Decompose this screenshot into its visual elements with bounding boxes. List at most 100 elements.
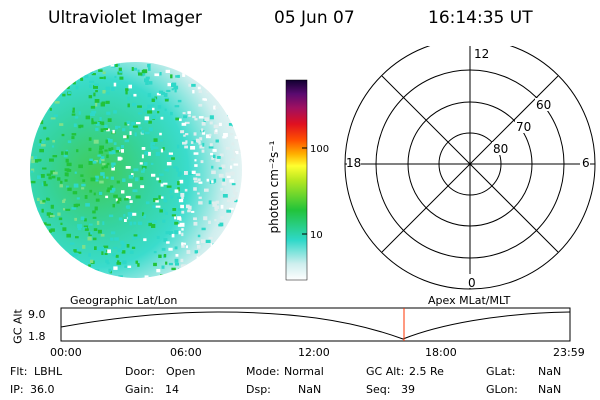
uv-speckle <box>97 154 102 157</box>
uv-speckle <box>60 78 64 82</box>
uv-speckle <box>76 247 80 252</box>
uv-speckle <box>35 86 40 90</box>
uv-speckle <box>89 62 93 65</box>
uv-speckle <box>137 69 140 74</box>
uv-speckle <box>162 147 165 151</box>
uv-speckle <box>51 175 56 179</box>
uv-speckle <box>103 175 105 179</box>
uv-speckle <box>93 92 96 97</box>
uv-speckle <box>203 62 207 65</box>
uv-speckle <box>148 81 153 85</box>
uv-speckle <box>129 212 134 215</box>
uv-speckle <box>78 111 81 115</box>
uv-speckle <box>209 115 214 120</box>
uv-speckle <box>235 243 241 247</box>
uv-speckle <box>241 251 242 255</box>
uv-speckle <box>148 127 153 132</box>
uv-speckle <box>77 68 81 71</box>
uv-speckle <box>103 245 109 249</box>
uv-speckle <box>89 80 95 83</box>
uv-speckle <box>46 262 51 265</box>
uv-speckle <box>30 265 33 268</box>
uv-speckle <box>107 138 110 142</box>
uv-speckle <box>196 240 200 244</box>
uv-speckle <box>115 254 119 258</box>
info-glat-value: NaN <box>538 365 562 378</box>
uv-speckle <box>113 110 117 114</box>
uv-speckle <box>155 200 159 203</box>
uv-speckle <box>236 127 241 130</box>
lat-label-80: 80 <box>493 142 508 156</box>
uv-speckle <box>144 119 149 123</box>
uv-speckle <box>218 167 222 170</box>
uv-speckle <box>148 222 152 227</box>
uv-speckle <box>225 247 229 250</box>
uv-speckle <box>237 76 240 81</box>
uv-speckle <box>158 90 164 94</box>
uv-speckle <box>177 174 181 177</box>
uv-speckle <box>213 178 217 183</box>
uv-speckle <box>199 272 203 276</box>
uv-speckle <box>138 72 143 76</box>
uv-speckle <box>228 93 232 97</box>
uv-speckle <box>92 237 97 241</box>
uv-speckle <box>147 104 152 109</box>
uv-speckle <box>114 75 117 79</box>
uv-speckle <box>60 222 63 225</box>
uv-speckle <box>99 148 103 151</box>
uv-speckle <box>43 90 47 94</box>
uv-speckle <box>199 260 204 264</box>
uv-speckle <box>153 262 157 267</box>
uv-speckle <box>240 190 242 193</box>
uv-speckle <box>127 103 130 108</box>
uv-speckle <box>178 268 182 273</box>
altitude-timeline-plot <box>60 307 571 342</box>
uv-speckle <box>231 197 236 201</box>
uv-speckle <box>204 117 210 122</box>
uv-speckle <box>70 266 74 270</box>
uv-speckle <box>179 68 183 72</box>
uv-speckle <box>89 158 93 162</box>
uv-speckle <box>134 177 139 182</box>
uv-speckle <box>222 178 225 183</box>
uv-speckle <box>237 208 242 212</box>
uv-speckle <box>151 98 155 102</box>
uv-speckle <box>49 158 54 162</box>
info-seq-value: 39 <box>401 383 415 396</box>
uv-speckle <box>161 247 166 251</box>
uv-speckle <box>218 122 222 126</box>
uv-speckle <box>101 101 106 105</box>
uv-speckle <box>32 225 38 230</box>
uv-speckle <box>57 212 61 216</box>
uv-speckle <box>193 177 198 181</box>
uv-speckle <box>165 261 168 265</box>
uv-speckle <box>38 101 43 106</box>
uv-speckle <box>90 177 96 182</box>
uv-speckle <box>51 260 55 264</box>
uv-speckle <box>49 107 52 111</box>
uv-speckle <box>40 73 44 76</box>
uv-speckle <box>100 246 104 251</box>
uv-speckle <box>235 194 238 198</box>
uv-speckle <box>148 67 151 71</box>
uv-speckle <box>177 187 180 192</box>
uv-speckle <box>171 267 176 271</box>
uv-speckle <box>36 73 41 76</box>
uv-speckle <box>59 82 65 86</box>
uv-speckle <box>113 62 118 64</box>
uv-speckle <box>90 259 94 263</box>
uv-speckle <box>169 189 173 194</box>
uv-speckle <box>186 204 190 209</box>
uv-speckle <box>129 200 133 203</box>
uv-speckle <box>148 120 152 124</box>
uv-speckle <box>215 129 218 133</box>
uv-speckle <box>89 84 92 88</box>
uv-speckle <box>100 158 105 162</box>
uv-speckle <box>151 115 156 119</box>
uv-speckle <box>40 226 46 231</box>
uv-speckle <box>69 253 74 258</box>
uv-speckle <box>53 276 56 278</box>
uv-speckle <box>181 196 184 199</box>
uv-speckle <box>116 200 120 204</box>
uv-speckle <box>188 114 191 117</box>
